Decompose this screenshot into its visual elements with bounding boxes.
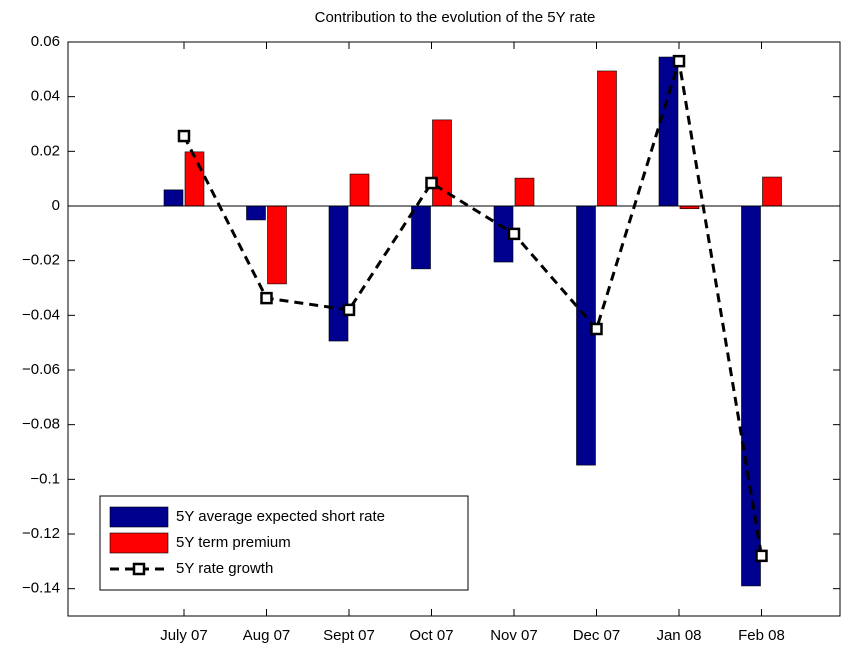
y-tick-label: 0.04 <box>31 88 60 105</box>
y-tick-label: 0.06 <box>31 33 60 50</box>
bar <box>514 177 535 207</box>
y-tick-label: −0.1 <box>30 470 60 487</box>
marker <box>672 54 686 68</box>
chart-title: Contribution to the evolution of the 5Y … <box>315 9 596 26</box>
bar <box>328 205 349 342</box>
y-tick-label: −0.02 <box>22 252 60 269</box>
y-tick-label: 0 <box>52 197 60 214</box>
bar <box>246 205 266 221</box>
marker <box>425 176 438 190</box>
x-tick-label: Nov 07 <box>490 627 538 644</box>
y-tick-label: −0.12 <box>22 525 60 542</box>
y-tick-label: −0.04 <box>22 306 60 323</box>
y-tick-label: −0.08 <box>22 416 60 433</box>
x-tick-label: Oct 07 <box>409 627 453 644</box>
bar <box>184 151 205 207</box>
marker <box>590 322 603 336</box>
y-tick-label: −0.14 <box>22 580 60 597</box>
y-tick-label: 0.02 <box>31 142 60 159</box>
bar <box>741 205 761 587</box>
marker <box>507 227 521 241</box>
legend-swatch <box>109 506 169 528</box>
bar <box>411 205 431 270</box>
legend-swatch <box>109 532 169 554</box>
x-tick-label: Dec 07 <box>573 627 621 644</box>
marker <box>260 291 273 305</box>
y-tick-label: −0.06 <box>22 361 60 378</box>
marker <box>755 549 768 563</box>
bar <box>762 176 782 207</box>
x-tick-label: July 07 <box>160 627 208 644</box>
legend-label: 5Y average expected short rate <box>176 508 385 525</box>
bar <box>576 205 596 466</box>
legend: 5Y average expected short rate 5Y term pr… <box>99 495 469 591</box>
x-tick-label: Jan 08 <box>656 627 701 644</box>
marker <box>342 303 356 317</box>
legend-label: 5Y term premium <box>176 534 291 551</box>
x-tick-label: Aug 07 <box>243 627 291 644</box>
legend-label: 5Y rate growth <box>176 560 273 577</box>
bar <box>267 205 287 285</box>
bar <box>349 173 370 207</box>
bar <box>597 70 617 207</box>
x-tick-label: Sept 07 <box>323 627 375 644</box>
line <box>182 60 763 557</box>
x-tick-label: Feb 08 <box>738 627 785 644</box>
bar <box>163 189 184 207</box>
bar <box>658 56 679 207</box>
legend-marker <box>132 562 146 576</box>
marker <box>177 129 191 143</box>
